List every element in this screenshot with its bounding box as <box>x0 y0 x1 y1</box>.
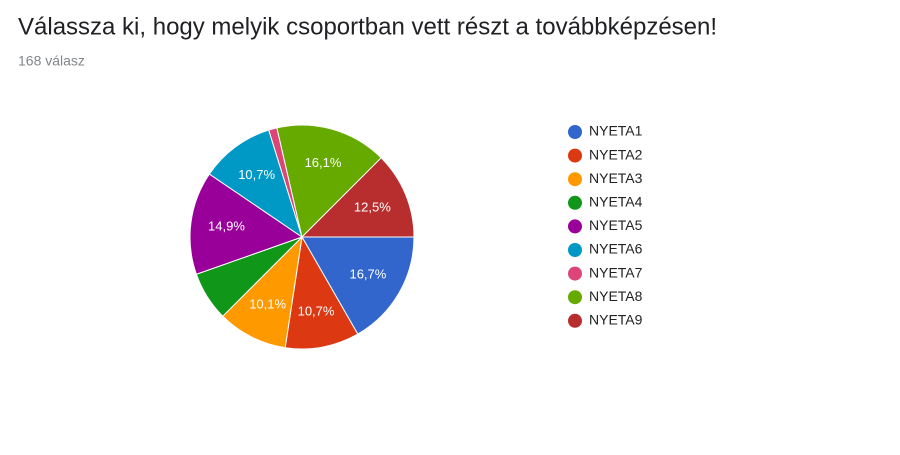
pie-slice <box>189 173 304 275</box>
slice-label: 10,7% <box>238 167 275 182</box>
slice-label: 10,1% <box>249 296 286 311</box>
legend-label: NYETA2 <box>589 146 643 162</box>
pie-slice <box>284 235 359 350</box>
pie-slice <box>276 124 382 238</box>
slice-label: 12,5% <box>354 199 391 214</box>
legend-swatch <box>568 313 582 328</box>
legend-label: NYETA7 <box>589 264 643 280</box>
response-count: 168 válasz <box>18 53 85 69</box>
legend-swatch <box>568 266 582 281</box>
slice-label: 10,7% <box>298 303 335 318</box>
legend-swatch <box>568 172 582 187</box>
legend-swatch <box>568 219 582 234</box>
pie-slice <box>208 129 303 239</box>
chart-title: Válassza ki, hogy melyik csoportban vett… <box>18 13 717 40</box>
legend-label: NYETA8 <box>589 288 643 304</box>
legend-swatch <box>568 243 582 257</box>
legend-label: NYETA1 <box>589 123 643 139</box>
legend-label: NYETA4 <box>589 194 643 210</box>
pie-slice <box>300 157 415 238</box>
legend-label: NYETA9 <box>589 312 643 328</box>
legend-swatch <box>568 195 582 210</box>
slice-label: 16,7% <box>349 267 386 282</box>
slice-label: 16,1% <box>305 155 342 170</box>
pie-slice <box>222 235 303 349</box>
legend-label: NYETA3 <box>589 170 643 186</box>
slice-label: 14,9% <box>208 219 245 234</box>
legend-label: NYETA5 <box>589 217 643 233</box>
legend-swatch <box>568 148 582 163</box>
legend-label: NYETA6 <box>589 241 643 257</box>
pie-slice <box>301 236 415 335</box>
legend-swatch <box>568 125 582 139</box>
legend-swatch <box>568 290 582 305</box>
